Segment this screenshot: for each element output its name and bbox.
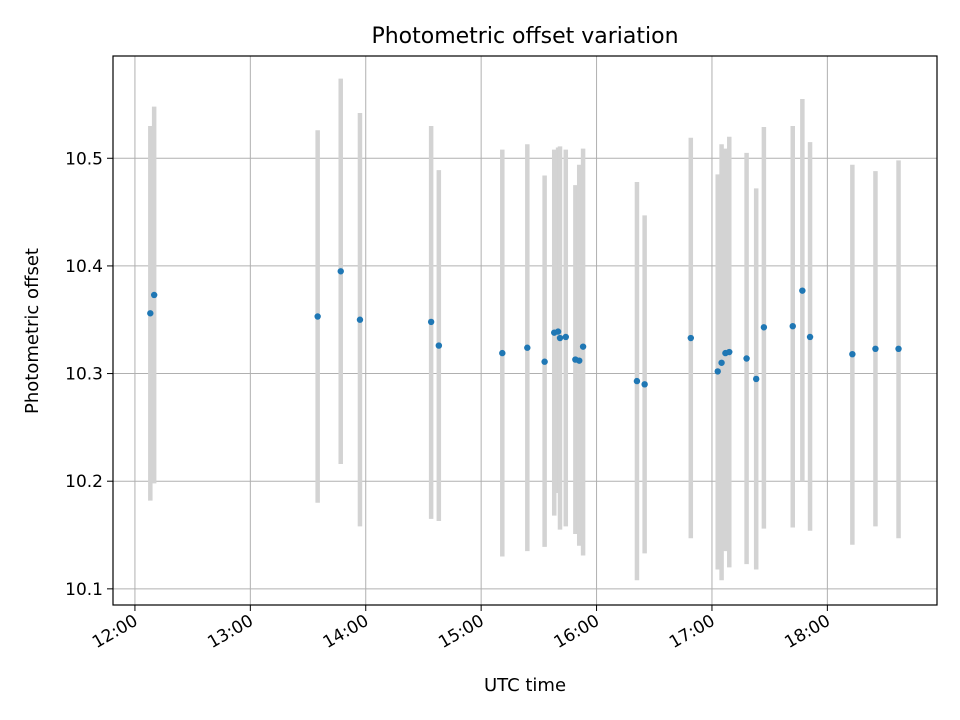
data-point [726, 348, 733, 356]
data-point [147, 310, 154, 317]
chart-title: Photometric offset variation [371, 24, 678, 49]
data-point [427, 318, 435, 326]
data-point [541, 358, 548, 365]
data-point [789, 322, 796, 330]
data-point [556, 334, 564, 342]
data-point [895, 345, 902, 352]
plot-frame [112, 55, 938, 606]
data-point [314, 313, 321, 320]
data-point [687, 334, 695, 342]
data-point [641, 381, 648, 388]
data-point [718, 359, 725, 366]
y-axis: 10.1 10.2 10.3 10.4 10.5 [65, 149, 113, 600]
data-point [435, 342, 443, 349]
y-tick-label: 10.1 [65, 580, 103, 600]
y-axis-label: Photometric offset [22, 248, 43, 414]
data-point [799, 287, 806, 294]
y-tick-label: 10.5 [65, 149, 103, 169]
y-tick-label: 10.2 [65, 472, 103, 492]
x-axis-label: UTC time [484, 675, 566, 696]
data-point [633, 377, 641, 385]
data-point [872, 345, 879, 352]
data-point [806, 333, 814, 341]
data-point [752, 375, 760, 383]
data-point [576, 357, 583, 364]
data-point [337, 268, 344, 275]
data-point [849, 350, 856, 358]
grid [113, 56, 937, 605]
data-point [743, 355, 750, 362]
data-point [760, 324, 768, 331]
data-point [562, 333, 569, 341]
data-point [356, 316, 364, 323]
y-tick-label: 10.3 [65, 365, 103, 385]
data-point [499, 349, 506, 357]
data-point [524, 344, 531, 351]
data-point [150, 291, 158, 299]
y-tick-label: 10.4 [65, 257, 103, 277]
data-point [579, 343, 587, 350]
data-point [714, 368, 721, 375]
data-points [147, 268, 902, 388]
data-point [554, 328, 562, 335]
